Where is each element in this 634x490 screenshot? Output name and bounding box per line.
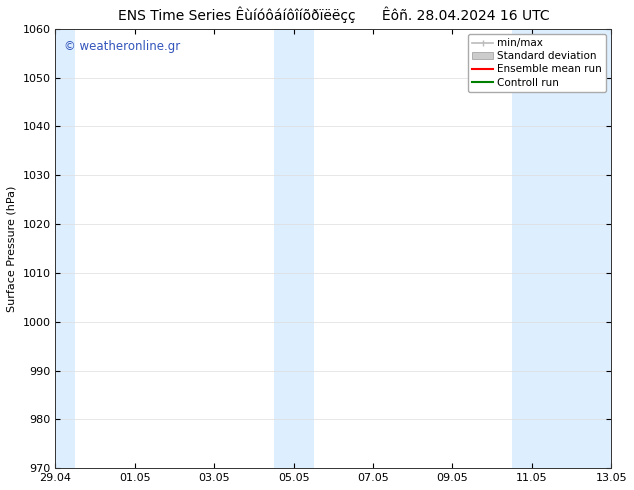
Text: © weatheronline.gr: © weatheronline.gr xyxy=(64,40,180,53)
Bar xyxy=(51,29,75,468)
Title: ENS Time Series Êùíóôáíôîíõðïëëçç      Êôñ. 28.04.2024 16 UTC: ENS Time Series Êùíóôáíôîíõðïëëçç Êôñ. 2… xyxy=(117,7,549,24)
Bar xyxy=(512,29,615,468)
Y-axis label: Surface Pressure (hPa): Surface Pressure (hPa) xyxy=(7,185,17,312)
Bar xyxy=(274,29,314,468)
Legend: min/max, Standard deviation, Ensemble mean run, Controll run: min/max, Standard deviation, Ensemble me… xyxy=(468,34,606,92)
